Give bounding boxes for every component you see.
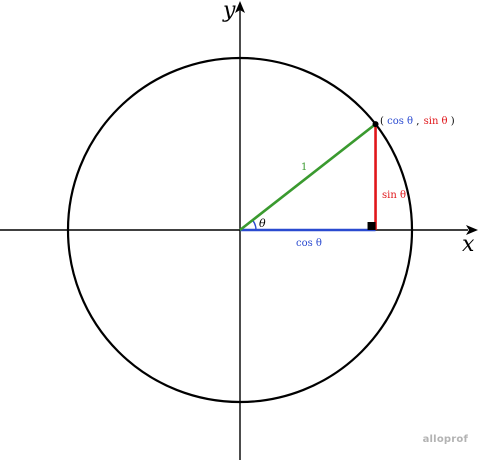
hypotenuse-segment — [239, 123, 377, 232]
point-label-open: ( — [380, 116, 384, 127]
right-angle-marker — [367, 222, 376, 230]
point-label-cos: cos θ — [387, 116, 413, 127]
cosine-label: cos θ — [296, 238, 322, 249]
hypotenuse-label: 1 — [301, 162, 307, 173]
sine-label: sin θ — [382, 190, 406, 201]
alloprof-logo: alloprof — [423, 434, 469, 445]
point-on-circle — [372, 121, 379, 128]
angle-label: θ — [259, 217, 266, 230]
x-axis-label: x — [462, 232, 475, 257]
point-label-comma: , — [416, 116, 419, 127]
y-axis-arrowhead — [235, 1, 245, 13]
y-axis-label: y — [222, 0, 236, 23]
unit-circle — [66, 56, 414, 404]
point-coordinates-label: ( cos θ , sin θ ) — [380, 116, 455, 127]
angle-arc — [252, 219, 257, 231]
point-label-sin: sin θ — [424, 116, 448, 127]
point-label-close: ) — [451, 116, 455, 127]
x-axis-arrowhead — [466, 225, 478, 235]
